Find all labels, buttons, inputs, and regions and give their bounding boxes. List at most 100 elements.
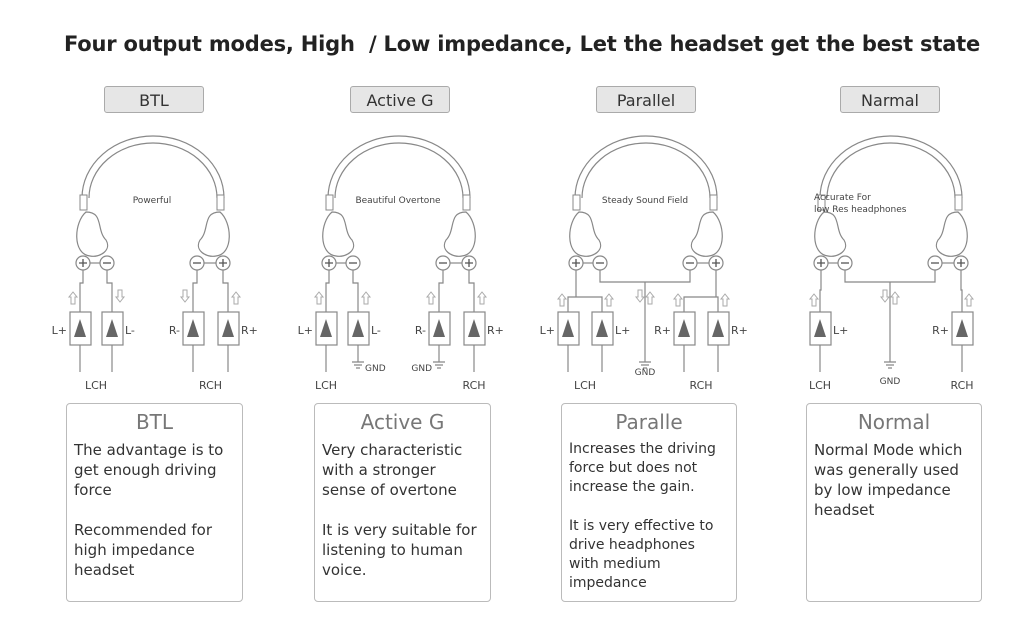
channel-label: RCH bbox=[199, 379, 222, 392]
gnd-label: GND bbox=[365, 364, 386, 374]
arrow-up-icon bbox=[476, 291, 488, 305]
desc-paragraph: It is very effective to drive headphones… bbox=[569, 518, 714, 591]
desc-title: Active G bbox=[360, 410, 445, 434]
wire bbox=[325, 270, 330, 312]
plus-sign bbox=[465, 259, 473, 267]
headband-inner bbox=[826, 142, 956, 199]
plus-sign bbox=[957, 259, 965, 267]
amplifier-triangle-icon bbox=[74, 319, 86, 337]
right-ear-cup bbox=[197, 211, 230, 257]
headband bbox=[81, 135, 225, 199]
amplifier-triangle-icon bbox=[678, 319, 690, 337]
diagram-btl: Powerful L+ L- R- R+ LCH RCH bbox=[52, 135, 258, 392]
desc-paragraph: Very characteristic with a stronger sens… bbox=[322, 441, 463, 499]
desc-paragraph: Increases the driving force but does not… bbox=[569, 441, 716, 495]
mode-tag-parallel: Parallel bbox=[596, 86, 696, 113]
right-ear-cup bbox=[443, 211, 476, 257]
amplifier-triangle-icon bbox=[562, 319, 574, 337]
wire bbox=[438, 270, 444, 312]
headband-inner bbox=[581, 142, 711, 199]
arrow-up-icon bbox=[556, 293, 568, 307]
amplifier-triangle-icon bbox=[712, 319, 724, 337]
ground-icon bbox=[433, 361, 445, 369]
arrow-down-icon bbox=[114, 289, 126, 303]
plus-sign bbox=[712, 259, 720, 267]
arrow-up-icon bbox=[963, 293, 975, 307]
arrow-down-icon bbox=[634, 289, 646, 303]
amplifier-triangle-icon bbox=[222, 319, 234, 337]
amplifier-triangle-icon bbox=[956, 319, 968, 337]
plus-sign bbox=[325, 259, 333, 267]
right-ear-cup bbox=[935, 211, 968, 257]
channel-label: RCH bbox=[462, 379, 485, 392]
arrow-down-icon bbox=[879, 289, 891, 303]
left-ear-cup bbox=[569, 211, 602, 257]
amp-label: R+ bbox=[654, 324, 671, 337]
headband-text: Beautiful Overtone bbox=[355, 196, 441, 206]
amp-label: L+ bbox=[540, 324, 555, 337]
left-ear-cup bbox=[814, 211, 847, 257]
plus-sign bbox=[219, 259, 227, 267]
right-ear-cup bbox=[690, 211, 723, 257]
diagram-active-g: Beautiful Overtone L+ L- R- R+ GND GND LCH RCH bbox=[298, 135, 504, 392]
amplifier-triangle-icon bbox=[320, 319, 332, 337]
headband-inner bbox=[334, 142, 464, 199]
headband-slider bbox=[79, 194, 88, 211]
wire bbox=[683, 296, 719, 312]
plus-sign bbox=[572, 259, 580, 267]
headband bbox=[327, 135, 471, 199]
mode-tag-active-g: Active G bbox=[350, 86, 450, 113]
wire bbox=[567, 296, 603, 312]
channel-label: RCH bbox=[689, 379, 712, 392]
amp-label: R+ bbox=[932, 324, 949, 337]
wire bbox=[819, 270, 822, 312]
amplifier-triangle-icon bbox=[814, 319, 826, 337]
headline: Four output modes, High / Low impedance,… bbox=[63, 32, 981, 56]
gnd-label: GND bbox=[635, 368, 656, 378]
amplifier-triangle-icon bbox=[187, 319, 199, 337]
amp-label: R+ bbox=[241, 324, 258, 337]
channel-label: RCH bbox=[950, 379, 973, 392]
wire bbox=[960, 270, 963, 312]
headband-slider bbox=[709, 194, 718, 211]
wire bbox=[106, 270, 113, 312]
left-ear-cup bbox=[76, 211, 109, 257]
desc-box-btl: BTL The advantage is to get enough drivi… bbox=[66, 403, 243, 602]
amp-label: L+ bbox=[615, 324, 630, 337]
amp-label: L+ bbox=[52, 324, 67, 337]
headband-text: Steady Sound Field bbox=[602, 196, 688, 206]
desc-paragraph: The advantage is to get enough driving f… bbox=[74, 441, 224, 499]
amp-label: R- bbox=[415, 324, 426, 337]
headband bbox=[574, 135, 718, 199]
mode-tag-btl: BTL bbox=[104, 86, 204, 113]
gnd-label: GND bbox=[880, 377, 901, 387]
headband-slider bbox=[216, 194, 225, 211]
wire bbox=[192, 270, 198, 312]
wire bbox=[468, 270, 475, 312]
amplifier-triangle-icon bbox=[468, 319, 480, 337]
headband-slider bbox=[817, 194, 826, 211]
headband-inner bbox=[88, 142, 218, 199]
amp-label: R+ bbox=[487, 324, 504, 337]
headband-text: Powerful bbox=[133, 196, 172, 206]
headband-slider bbox=[954, 194, 963, 211]
amp-label: L- bbox=[125, 324, 135, 337]
desc-title: BTL bbox=[135, 410, 174, 434]
wire bbox=[352, 270, 359, 312]
headband-text: low Res headphones bbox=[814, 205, 907, 215]
arrow-down-icon bbox=[179, 289, 191, 303]
amp-label: R- bbox=[169, 324, 180, 337]
amplifier-triangle-icon bbox=[352, 319, 364, 337]
channel-label: LCH bbox=[809, 379, 831, 392]
ground-icon bbox=[639, 361, 651, 369]
arrow-up-icon bbox=[67, 291, 79, 305]
arrow-up-icon bbox=[313, 291, 325, 305]
diagram-normal: Accurate For low Res headphones GND L+ R+ LCH… bbox=[808, 135, 975, 392]
arrow-up-icon bbox=[808, 293, 820, 307]
desc-title: Paralle bbox=[615, 410, 683, 434]
headband-slider bbox=[462, 194, 471, 211]
desc-paragraph: Normal Mode which was generally used by … bbox=[814, 441, 963, 519]
desc-paragraph: Recommended for high impedance headset bbox=[74, 521, 213, 579]
wire bbox=[79, 270, 84, 312]
arrow-up-icon bbox=[889, 291, 901, 305]
